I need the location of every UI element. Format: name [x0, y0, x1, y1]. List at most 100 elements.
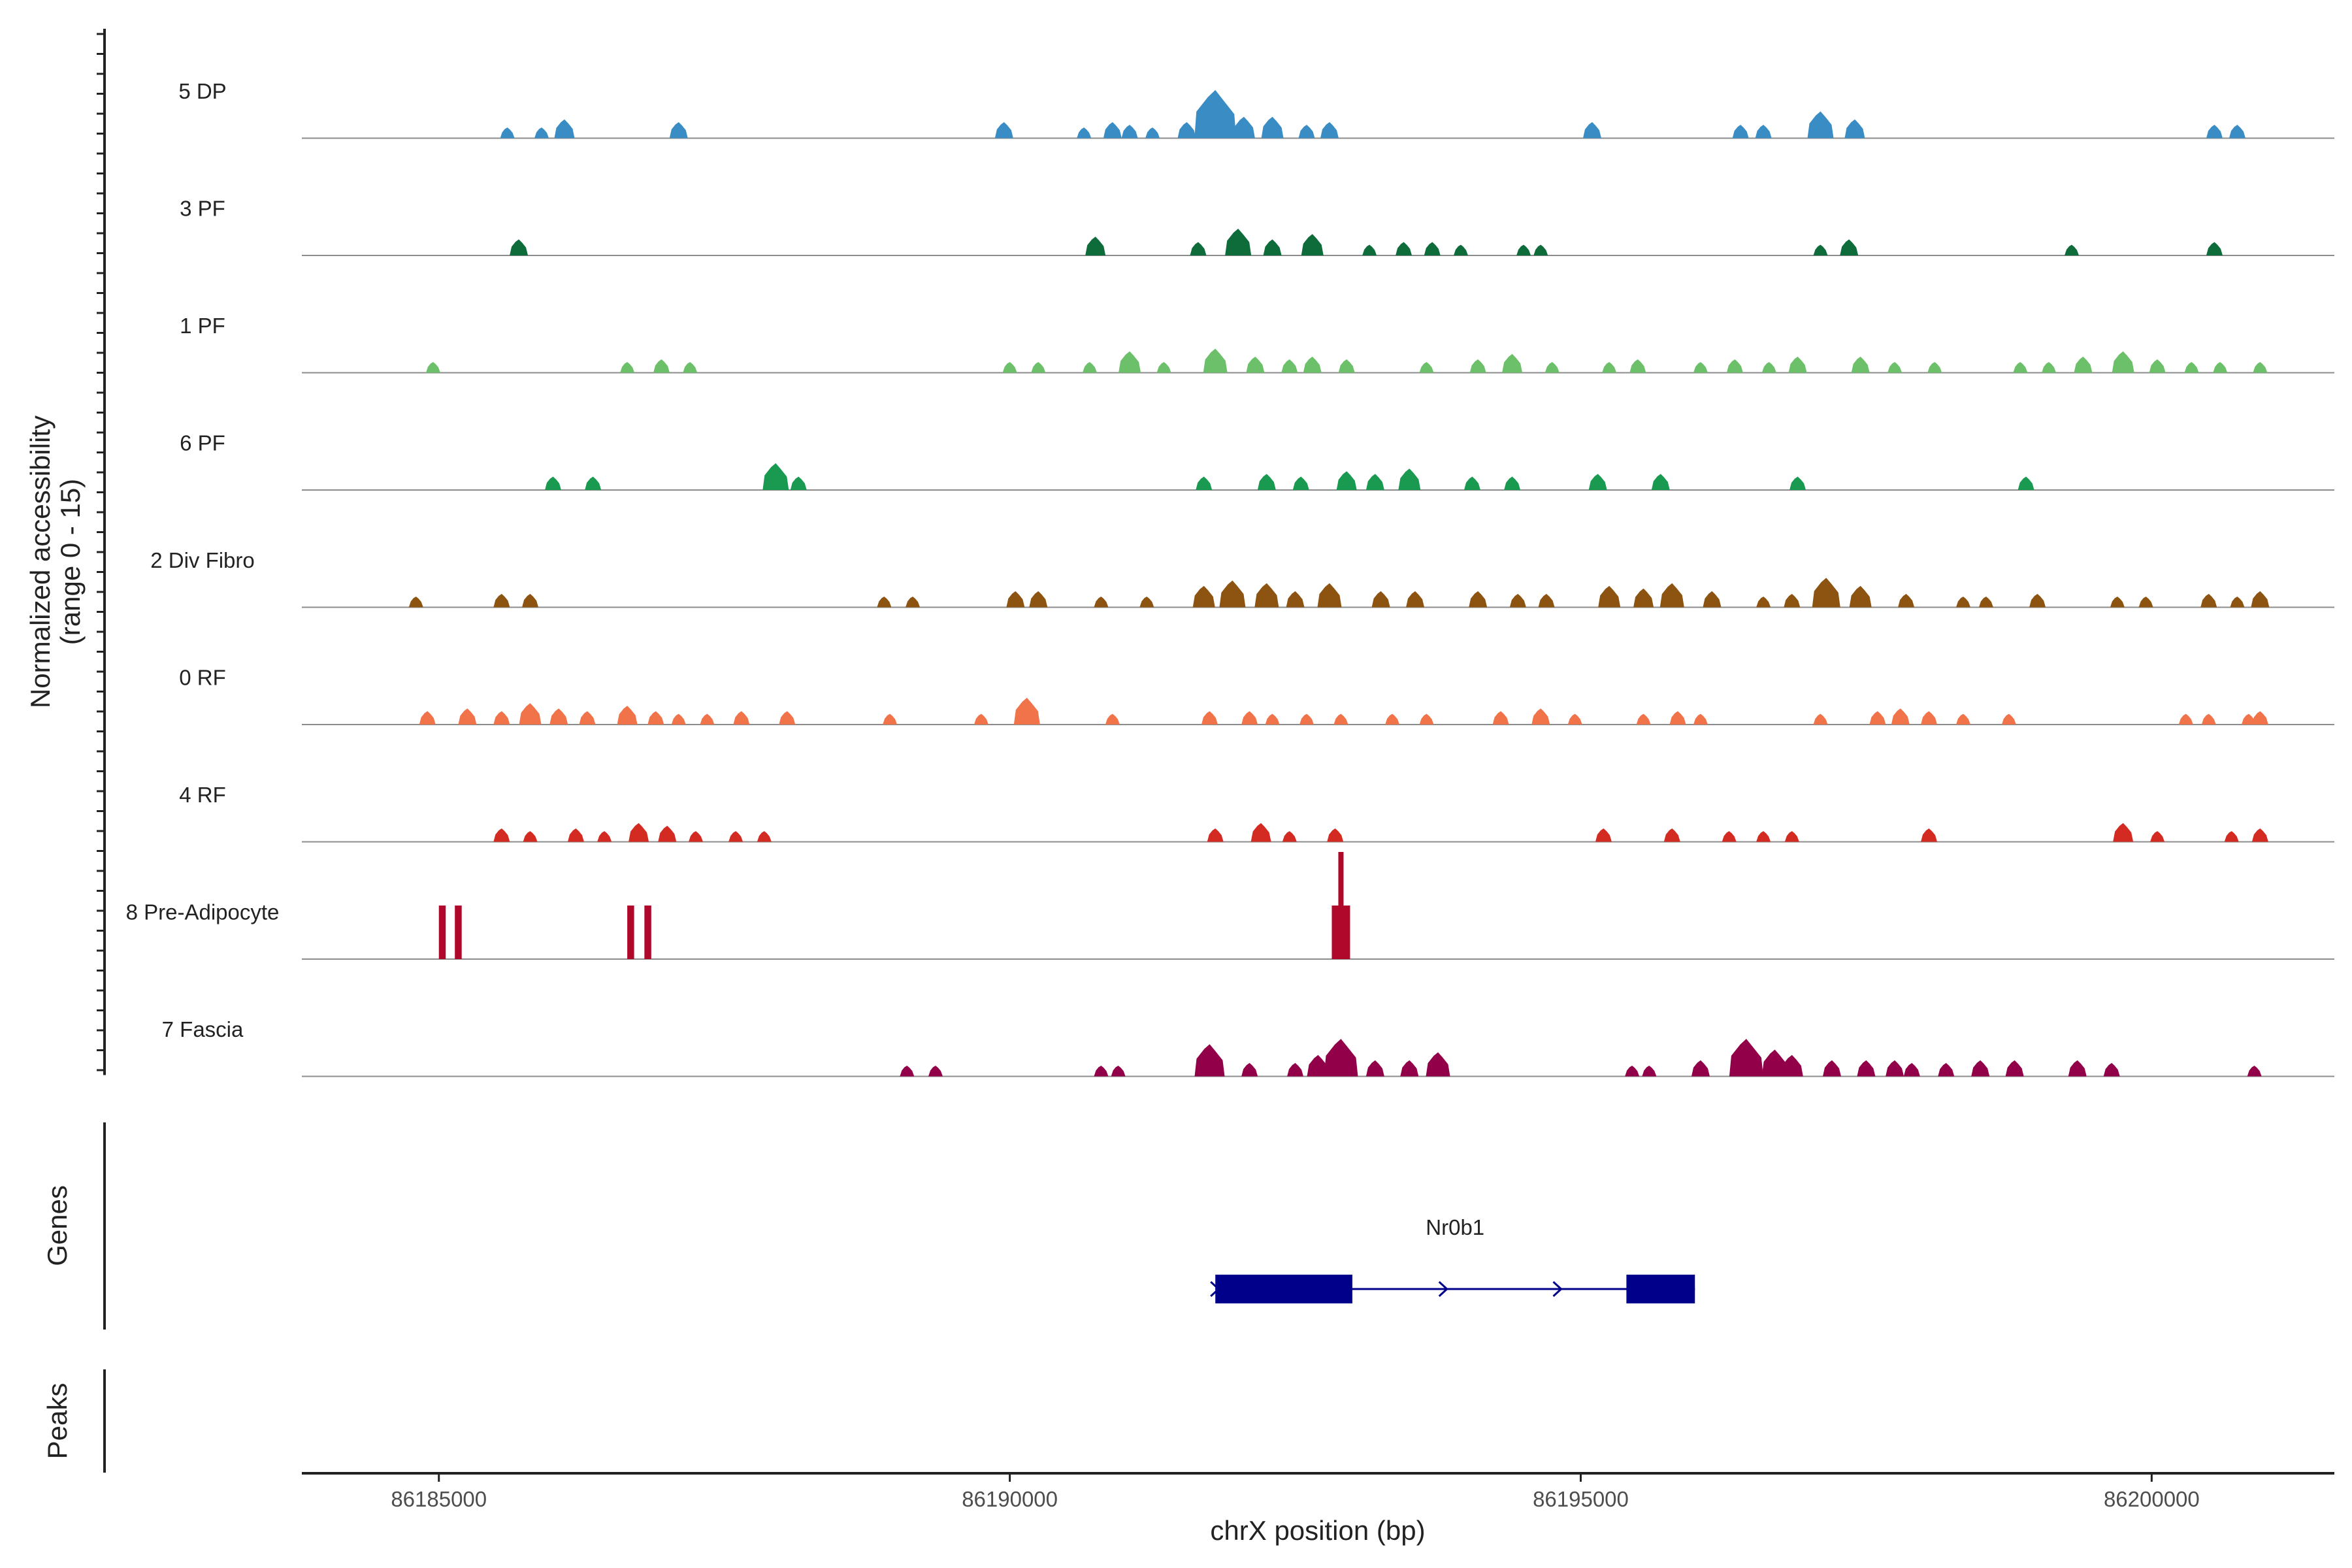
coverage-peak [1362, 244, 1377, 255]
coverage-peak [973, 713, 988, 725]
coverage-peak [1194, 90, 1237, 139]
coverage-peak [1207, 828, 1224, 842]
x-tick-label: 86195000 [1533, 1487, 1629, 1511]
coverage-peak [1192, 585, 1215, 608]
coverage-peak [1307, 1054, 1330, 1077]
x-axis: 86185000 86190000 86195000 86200000 chrX po… [302, 1472, 2334, 1546]
coverage-peak [1971, 1060, 1990, 1077]
coverage-peak [1111, 1066, 1126, 1077]
coverage-peak [1732, 125, 1749, 139]
coverage-peak [2103, 1063, 2120, 1077]
coverage-peak [1190, 242, 1207, 255]
coverage-peak [1317, 583, 1342, 608]
coverage-peak [1789, 476, 1806, 490]
coverage-peak [1813, 713, 1828, 725]
coverage-peak [1225, 229, 1252, 255]
coverage-peak [883, 713, 898, 725]
coverage-peak [757, 831, 772, 842]
strand-arrow [1552, 1281, 1563, 1298]
track-3-pf: 3 PF [180, 197, 2334, 256]
coverage-peak [2200, 594, 2217, 608]
coverage-peak [688, 831, 703, 842]
coverage-peak [1292, 476, 1309, 490]
coverage-peak [1927, 362, 1942, 373]
coverage-peak [1531, 708, 1550, 725]
coverage-peak [1633, 588, 1654, 608]
coverage-tracks: 5 DP 3 PF 1 PF 6 PF 2 Div Fibro 0 RF 4 RF 8 Pre… [126, 79, 2334, 1077]
coverage-peak [1196, 476, 1213, 490]
coverage-peak [1807, 111, 1834, 139]
coverage-peak [658, 825, 677, 842]
coverage-peak [1094, 596, 1109, 608]
coverage-peak [1396, 242, 1413, 255]
coverage-peak [1419, 713, 1434, 725]
coverage-peak [1504, 476, 1521, 490]
coverage-peak [2113, 823, 2134, 842]
coverage-peak [1077, 127, 1092, 139]
coverage-peak [733, 711, 750, 725]
coverage-peak [2042, 362, 2057, 373]
coverage-peak [1201, 711, 1218, 725]
coverage-peak [522, 594, 539, 608]
coverage-peak [1582, 122, 1601, 139]
coverage-peak [1145, 127, 1160, 139]
coverage-peak [1886, 1060, 1904, 1077]
coverage-peak [1978, 596, 1993, 608]
coverage-peak [1567, 713, 1582, 725]
coverage-peak [1938, 1063, 1955, 1077]
coverage-peak [1693, 713, 1708, 725]
coverage-peak [1365, 474, 1384, 490]
track-5-dp: 5 DP [178, 79, 2334, 139]
gene-label: Nr0b1 [1426, 1215, 1484, 1239]
coverage-peak [579, 711, 596, 725]
gene-nr0b1: Nr0b1 [1210, 1215, 1695, 1303]
coverage-spike [1338, 852, 1344, 959]
coverage-peak [1119, 351, 1141, 373]
coverage-y-axis [97, 29, 106, 1075]
x-tick-label: 86200000 [2104, 1487, 2200, 1511]
coverage-peak [419, 711, 436, 725]
coverage-peak [1780, 1054, 1803, 1077]
gene-exon [1626, 1275, 1695, 1303]
coverage-peak [1156, 362, 1171, 373]
coverage-peak [1299, 713, 1315, 725]
coverage-peak [1595, 828, 1612, 842]
coverage-peak [779, 711, 796, 725]
coverage-peak [493, 711, 510, 725]
coverage-peak [1851, 356, 1870, 373]
coverage-block [455, 906, 462, 959]
coverage-peak [2138, 596, 2153, 608]
coverage-peak [2178, 713, 2193, 725]
coverage-peak [1544, 362, 1560, 373]
coverage-peak [1327, 828, 1344, 842]
coverage-peak [1177, 122, 1196, 139]
coverage-peak [1254, 583, 1279, 608]
track-label: 7 Fascia [162, 1017, 244, 1041]
coverage-peak [900, 1066, 915, 1077]
coverage-peak [2206, 125, 2223, 139]
coverage-peak [1784, 831, 1799, 842]
track-label: 1 PF [180, 314, 225, 338]
coverage-peak [669, 122, 688, 139]
coverage-peak [493, 828, 510, 842]
strand-arrow [1438, 1281, 1448, 1298]
coverage-peak [1669, 711, 1686, 725]
x-tick-label: 86190000 [962, 1487, 1058, 1511]
track-6-pf: 6 PF [180, 431, 2334, 491]
coverage-peak [671, 713, 686, 725]
coverage-peak [2074, 356, 2093, 373]
track-label: 2 Div Fibro [150, 548, 255, 572]
coverage-peak [2184, 362, 2199, 373]
coverage-peak [425, 362, 440, 373]
coverage-peak [519, 703, 542, 725]
coverage-peak [2017, 476, 2034, 490]
coverage-peak [1636, 713, 1651, 725]
coverage-peak [617, 706, 638, 725]
gene-exon [1215, 1275, 1352, 1303]
coverage-peak [1538, 594, 1555, 608]
coverage-peak [1784, 594, 1801, 608]
coverage-peak [1693, 362, 1708, 373]
coverage-peak [1365, 1060, 1384, 1077]
coverage-peak [1406, 591, 1425, 608]
coverage-peak [1642, 1066, 1657, 1077]
